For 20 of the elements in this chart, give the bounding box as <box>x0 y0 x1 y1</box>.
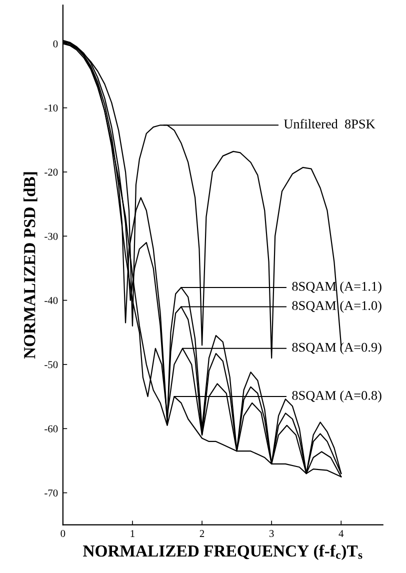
x-tick-label: 3 <box>269 530 274 538</box>
y-tick-label: -40 <box>44 296 58 304</box>
x-axis-title: NORMALIZED FREQUENCY (f-f$_{c}$)T$_{s}$ <box>83 544 362 560</box>
x-tick-label: 0 <box>60 530 66 538</box>
y-tick-label: -30 <box>44 232 58 240</box>
x-tick-label: 1 <box>130 530 134 537</box>
y-tick-label: -20 <box>44 168 58 176</box>
annotation: Unfiltered 8PSK <box>284 119 376 128</box>
y-tick-label: -50 <box>44 361 58 368</box>
x-tick-label: 2 <box>200 530 204 537</box>
annotation: 8SQAM (A=0.8) <box>292 390 382 403</box>
x-tick-label: 4 <box>338 530 344 537</box>
y-axis-title: NORMALIZED PSD [dB] <box>24 172 38 359</box>
y-tick-label: -60 <box>44 425 58 432</box>
annotation: 8SQAM (A=1.0) <box>292 300 382 313</box>
y-tick-label: -10 <box>44 104 58 112</box>
annotation: 8SQAM (A=1.1) <box>292 281 382 294</box>
y-tick-label: 0 <box>53 40 58 48</box>
annotation: 8SQAM (A=0.9) <box>292 342 382 354</box>
y-tick-label: -70 <box>44 489 58 497</box>
